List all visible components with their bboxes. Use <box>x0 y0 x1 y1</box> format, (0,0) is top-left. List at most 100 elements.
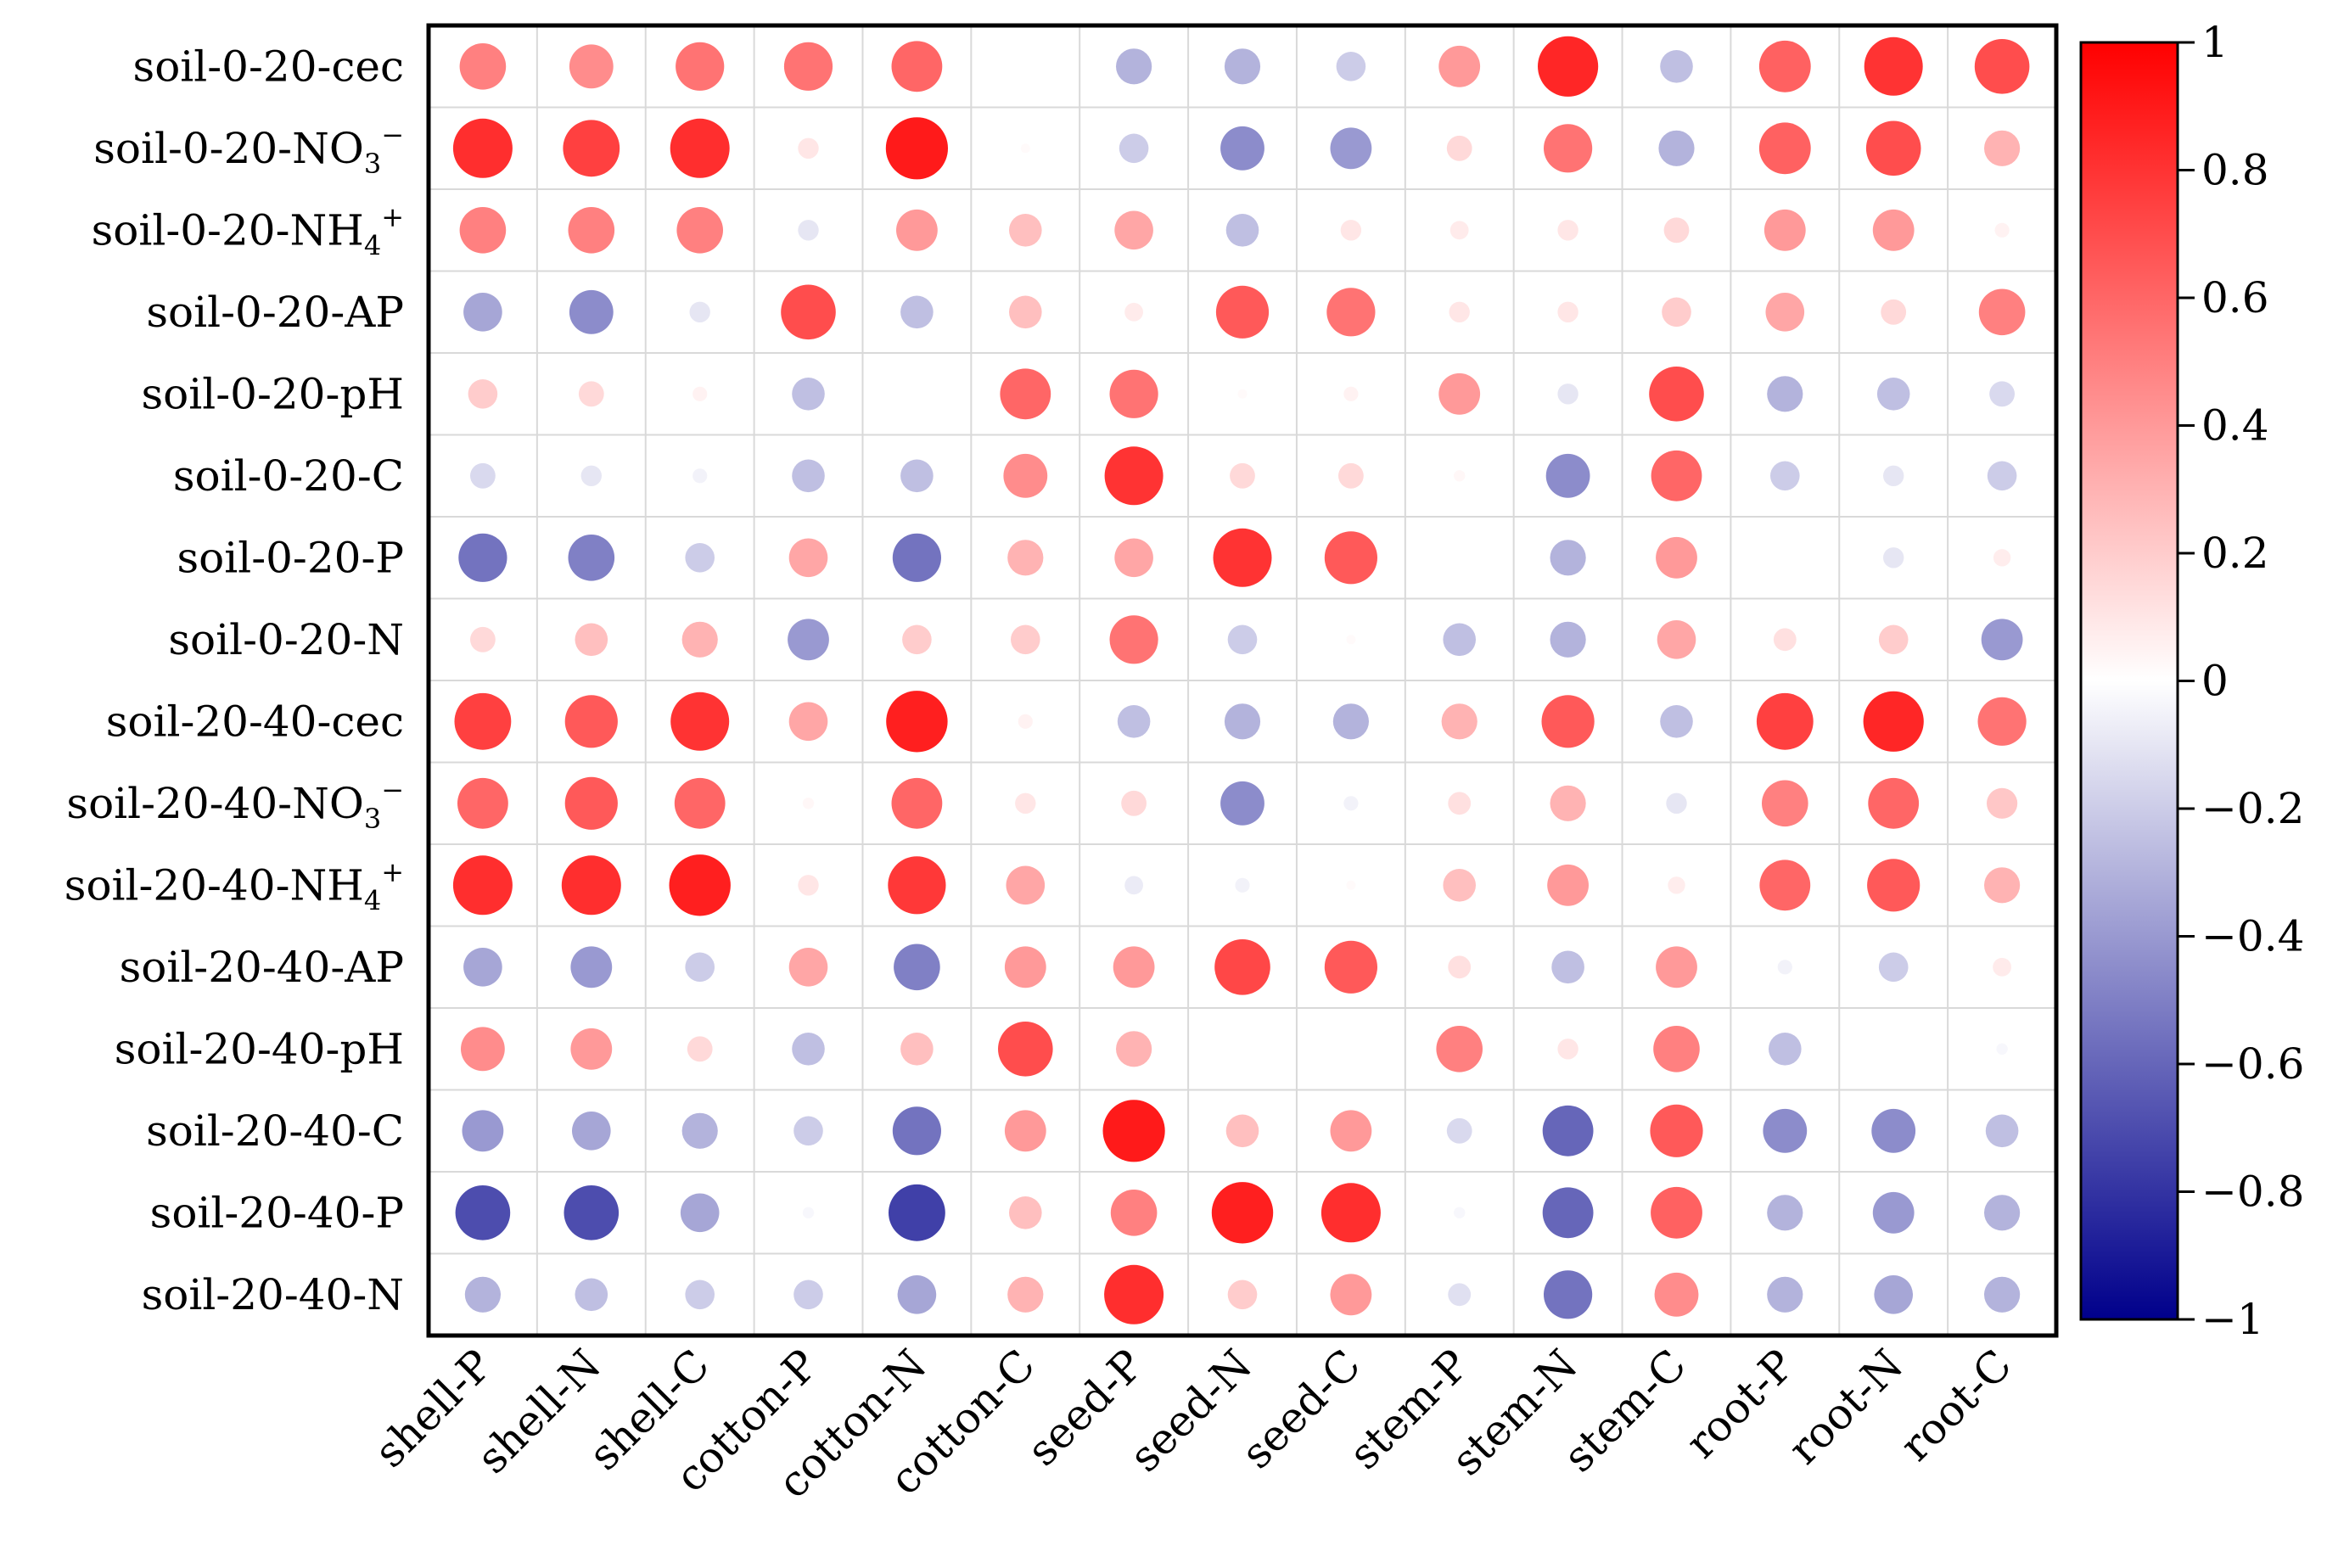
bubble-r8-c2 <box>670 692 730 751</box>
bubble-r15-c8 <box>1330 1274 1372 1316</box>
bubble-r0-c7 <box>1224 48 1261 85</box>
column-label: root-C <box>1891 1340 2021 1470</box>
bubble-r0-c13 <box>1864 36 1923 96</box>
bubble-r1-c6 <box>1119 133 1149 164</box>
column-label: root-P <box>1676 1340 1803 1467</box>
column-label: shell-N <box>468 1340 610 1482</box>
bubble-r5-c8 <box>1338 462 1364 489</box>
bubble-r7-c13 <box>1878 624 1909 655</box>
row-label: soil-0-20-AP <box>146 288 404 337</box>
bubble-r13-c9 <box>1446 1117 1472 1144</box>
bubble-r11-c2 <box>685 952 715 983</box>
bubble-r12-c10 <box>1557 1039 1578 1060</box>
bubble-r0-c8 <box>1336 52 1366 81</box>
row-label: soil-0-20-P <box>177 533 404 582</box>
bubble-r14-c2 <box>680 1193 720 1233</box>
bubble-r0-c0 <box>459 43 507 90</box>
bubble-r1-c12 <box>1758 122 1811 175</box>
bubble-r2-c7 <box>1225 213 1259 247</box>
bubble-r3-c10 <box>1557 301 1578 322</box>
bubble-r7-c11 <box>1657 620 1696 659</box>
bubble-r3-c11 <box>1662 297 1691 328</box>
bubble-r10-c9 <box>1443 869 1476 902</box>
row-label: soil-20-40-NH4+ <box>64 855 404 916</box>
bubble-r1-c1 <box>563 120 620 177</box>
bubble-r2-c1 <box>568 206 615 254</box>
bubble-r1-c13 <box>1865 120 1921 176</box>
bubble-r13-c10 <box>1542 1105 1594 1156</box>
bubble-r10-c0 <box>452 855 513 916</box>
bubble-r6-c2 <box>685 543 715 573</box>
bubble-r5-c1 <box>580 465 602 486</box>
bubble-r7-c1 <box>575 623 608 657</box>
bubble-r15-c7 <box>1227 1280 1258 1310</box>
bubble-r14-c14 <box>1984 1195 2021 1231</box>
bubble-r3-c9 <box>1449 301 1470 322</box>
colorbar: 1 0.8 0.6 0.4 0.2 0 −0.2 −0.4 −0.6 −0.8 −1 <box>2079 18 2304 1344</box>
bubble-r13-c14 <box>1985 1114 2019 1148</box>
bubble-r11-c10 <box>1551 950 1584 984</box>
bubble-r5-c5 <box>1003 453 1048 498</box>
colorbar-tick-label: −0.8 <box>2201 1168 2304 1217</box>
bubble-r8-c9 <box>1441 703 1478 740</box>
bubble-r11-c3 <box>788 948 828 987</box>
bubble-r10-c11 <box>1668 876 1685 894</box>
bubble-r2-c5 <box>1009 213 1042 247</box>
bubble-r3-c14 <box>1978 288 2026 336</box>
bubble-r13-c1 <box>572 1112 611 1151</box>
bubble-r11-c12 <box>1777 960 1792 975</box>
bubble-r15-c3 <box>793 1280 823 1310</box>
bubble-r8-c5 <box>1018 714 1033 729</box>
bubble-r9-c10 <box>1550 785 1586 821</box>
bubble-r0-c4 <box>891 41 943 92</box>
bubble-r2-c2 <box>676 206 723 254</box>
bubble-r1-c0 <box>452 118 513 178</box>
bubble-r12-c11 <box>1653 1026 1700 1072</box>
bubble-r4-c0 <box>468 379 498 409</box>
bubble-r6-c3 <box>788 538 828 578</box>
row-label: soil-0-20-C <box>173 451 404 501</box>
bubble-r4-c10 <box>1557 384 1578 405</box>
bubble-r6-c14 <box>1993 549 2011 567</box>
row-label: soil-0-20-cec <box>133 42 404 91</box>
bubble-r7-c4 <box>902 624 932 655</box>
bubble-r2-c12 <box>1763 209 1806 251</box>
bubble-r14-c12 <box>1767 1195 1803 1231</box>
bubble-r5-c9 <box>1454 470 1466 482</box>
bubble-r1-c8 <box>1330 127 1372 170</box>
column-label: seed-N <box>1120 1340 1262 1481</box>
bubble-r2-c0 <box>459 206 507 254</box>
bubble-r10-c6 <box>1124 876 1143 895</box>
bubble-r8-c13 <box>1863 691 1924 752</box>
bubble-r1-c5 <box>1020 143 1030 154</box>
bubble-r10-c13 <box>1867 859 1920 912</box>
bubble-r2-c11 <box>1663 217 1690 244</box>
bubble-r14-c0 <box>455 1185 511 1240</box>
bubble-r11-c5 <box>1004 946 1046 988</box>
bubble-r10-c8 <box>1346 880 1356 890</box>
bubble-r9-c7 <box>1220 781 1264 826</box>
bubble-r7-c9 <box>1443 623 1476 657</box>
bubble-r8-c0 <box>454 692 512 750</box>
bubble-r0-c14 <box>1974 39 2030 94</box>
bubble-r6-c13 <box>1883 547 1904 568</box>
bubble-r10-c2 <box>669 854 731 916</box>
bubble-r9-c2 <box>674 777 726 829</box>
bubble-r4-c14 <box>1989 381 2016 407</box>
bubble-r2-c8 <box>1340 220 1362 241</box>
bubble-r13-c8 <box>1330 1110 1372 1152</box>
bubble-r5-c2 <box>692 468 708 484</box>
bubble-r6-c0 <box>458 533 507 582</box>
bubble-r15-c4 <box>897 1275 937 1314</box>
bubble-r5-c13 <box>1883 465 1904 486</box>
bubble-r3-c8 <box>1326 288 1376 337</box>
row-label: soil-20-40-C <box>146 1106 404 1156</box>
row-label: soil-0-20-N <box>168 615 404 664</box>
bubble-r8-c10 <box>1541 695 1595 748</box>
bubble-r0-c6 <box>1116 48 1152 85</box>
bubble-layer <box>452 36 2030 1324</box>
bubble-r0-c1 <box>569 44 614 89</box>
bubble-r12-c0 <box>461 1027 505 1072</box>
bubble-r0-c3 <box>783 42 833 91</box>
